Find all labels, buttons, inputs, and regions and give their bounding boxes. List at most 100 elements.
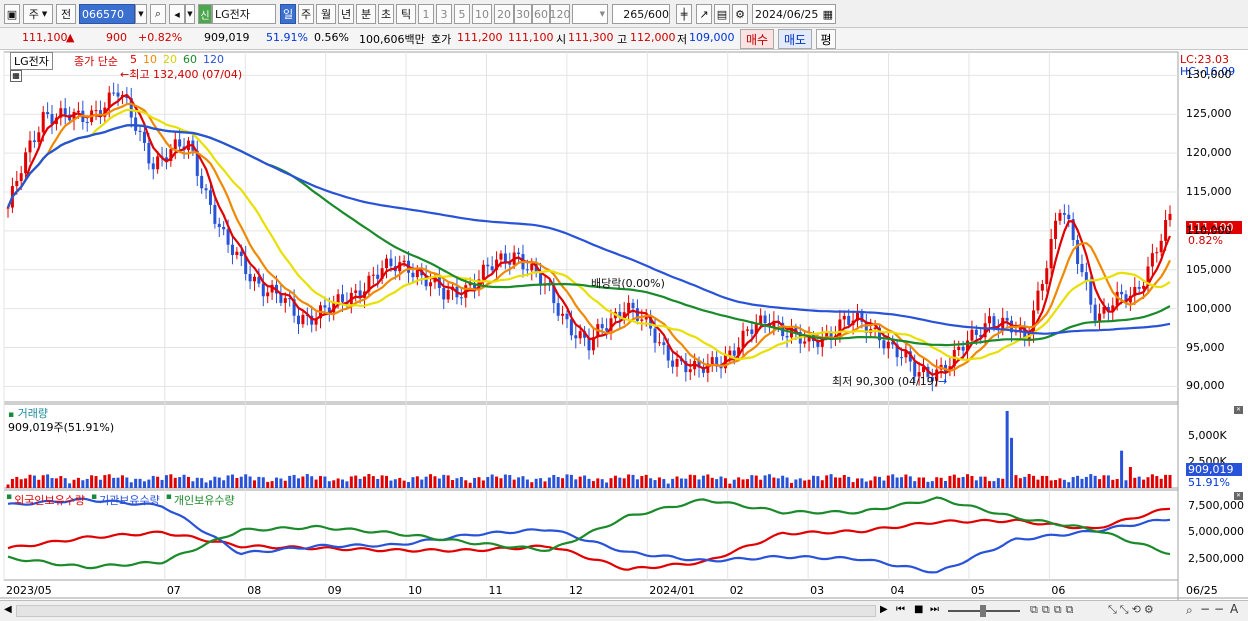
scroll-bar[interactable]: ◀ ▶ ⏮ ■ ⏭ ⧉⧉⧉⧉ ⤡⤡⟲⚙ ⌕ − − A [0,600,1248,621]
save-icon[interactable]: ▤ [714,4,730,24]
volume-bar [244,474,248,488]
candle [1036,281,1040,314]
candle [587,328,591,360]
scroll-left-icon[interactable]: ◀ [4,604,12,615]
interval-20[interactable]: 20 [494,4,514,24]
interval-5[interactable]: 5 [454,4,470,24]
volume-bar [521,476,525,488]
candle [156,150,160,174]
gear-icon[interactable]: ⚙ [732,4,748,24]
first-page-icon[interactable]: ⏮ [896,604,905,615]
interval-10[interactable]: 10 [472,4,492,24]
draw-tool-icon[interactable]: ↗ [696,4,712,24]
volume-bar [1155,476,1159,488]
candle [314,310,318,332]
next-page-icon[interactable]: ⏭ [930,604,939,615]
stock-name-field[interactable]: LG전자 [212,4,276,24]
calendar-icon[interactable]: ▦ [822,7,833,21]
volume-bar [693,475,697,488]
volume-bar [142,481,146,488]
volume-bar [63,478,67,488]
candle [1045,260,1049,292]
volume-bar [644,474,648,488]
tab-minute[interactable]: 분 [356,4,376,24]
volume-bar [706,474,710,488]
volume-bar [508,475,512,488]
interval-30[interactable]: 30 [514,4,532,24]
candle [261,273,265,307]
volume-bar [908,476,912,488]
volume-bar [459,477,463,488]
interval-120[interactable]: 120 [550,4,571,24]
interval-3[interactable]: 3 [436,4,452,24]
tab-day[interactable]: 일 [280,4,296,24]
tab-year[interactable]: 년 [338,4,354,24]
zoom-slider-thumb[interactable] [980,605,986,617]
open-price: 111,300 [568,31,614,44]
volume-bar [1071,477,1075,488]
candle [63,98,67,125]
current-pct-tag: 0.82% [1188,234,1223,247]
evaluate-button[interactable]: 평 [816,29,836,49]
volume-bar [446,475,450,488]
volume-bar [816,476,820,488]
chevron-down-icon[interactable]: ▼ [185,4,195,24]
x-tick-label: 2024/01 [649,584,695,597]
hold-tick-3: 2,500,000 [1188,552,1244,565]
date-field[interactable]: 2024/06/25 ▦ [752,4,836,24]
chevron-down-icon[interactable]: ▼ [135,4,147,24]
candle [385,254,389,279]
tab-tick[interactable]: 틱 [396,4,416,24]
interval-1[interactable]: 1 [418,4,434,24]
reset-zoom-icon[interactable]: − [1214,602,1225,616]
candle [1076,234,1080,275]
interval-60[interactable]: 60 [532,4,550,24]
candle [341,284,345,312]
buy-button[interactable]: 매수 [740,29,774,49]
prev-button[interactable]: 전 [56,4,76,24]
close-icon[interactable]: ✕ [1234,406,1243,414]
candle [1018,317,1022,341]
auto-scale-icon[interactable]: A [1230,602,1239,616]
candle [129,87,133,128]
candle-icon[interactable]: ╪ [676,4,692,24]
custom-interval-select[interactable]: ▼ [572,4,608,24]
zoom-in-icon[interactable]: ⌕ [1186,603,1193,617]
bid-price: 111,100 [508,31,554,44]
stop-icon[interactable]: ■ [914,604,924,615]
volume-bar [1080,478,1084,488]
volume-bar [389,480,393,488]
window-icon[interactable]: ▣ [4,4,20,24]
search-icon[interactable]: ⌕ [150,4,166,24]
stock-code-input[interactable]: 066570 [79,4,135,24]
tab-month[interactable]: 월 [316,4,336,24]
period-select[interactable]: 주 ▼ [23,4,53,24]
volume-bar [1120,450,1124,488]
price-tick-label: 100,000 [1186,301,1232,315]
tab-second[interactable]: 초 [378,4,394,24]
volume-bar [147,479,151,488]
sell-button[interactable]: 매도 [778,29,812,49]
close-icon[interactable]: ✕ [1234,492,1243,500]
grid-toggle-icon[interactable]: ▦ [10,70,22,82]
volume-bar [1010,437,1014,488]
min-price-annotation: 최저 90,300 (04/19)→ [832,375,948,388]
candle [1098,303,1102,331]
volume-bar [1093,475,1097,488]
speaker-icon[interactable]: ◂ [169,4,185,24]
view-tools-icon[interactable]: ⧉⧉⧉⧉ [1030,603,1078,616]
candle [631,298,635,318]
count-field[interactable]: 265/600 [612,4,670,24]
low-price: 109,000 [689,31,735,44]
scroll-track[interactable] [16,605,876,617]
chart-tools-icon[interactable]: ⤡⤡⟲⚙ [1108,603,1157,616]
volume-bar [952,474,956,488]
volume-bar [574,479,578,488]
volume-bar [772,477,776,488]
scroll-right-icon[interactable]: ▶ [880,604,888,615]
volume-bar [230,474,234,488]
tab-week[interactable]: 주 [298,4,314,24]
zoom-out-icon[interactable]: − [1200,602,1211,616]
volume-bar [829,474,833,488]
